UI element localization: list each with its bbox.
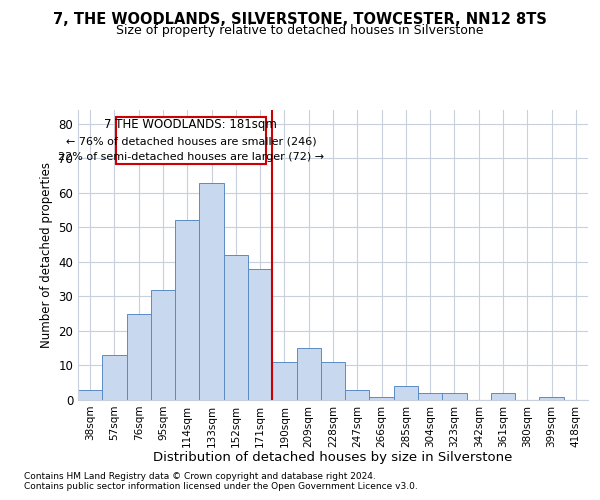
Text: Contains public sector information licensed under the Open Government Licence v3: Contains public sector information licen…	[24, 482, 418, 491]
Text: Contains HM Land Registry data © Crown copyright and database right 2024.: Contains HM Land Registry data © Crown c…	[24, 472, 376, 481]
Bar	[116, 117, 266, 164]
Bar	[224, 255, 248, 400]
Bar	[175, 220, 199, 400]
Y-axis label: Number of detached properties: Number of detached properties	[40, 162, 53, 348]
Bar	[78, 390, 102, 400]
Bar	[296, 348, 321, 400]
Bar	[102, 355, 127, 400]
Bar	[127, 314, 151, 400]
Bar	[151, 290, 175, 400]
Text: ← 76% of detached houses are smaller (246): ← 76% of detached houses are smaller (24…	[65, 137, 316, 147]
Text: 7 THE WOODLANDS: 181sqm: 7 THE WOODLANDS: 181sqm	[104, 118, 277, 131]
Bar	[394, 386, 418, 400]
Bar	[321, 362, 345, 400]
Text: Size of property relative to detached houses in Silverstone: Size of property relative to detached ho…	[116, 24, 484, 37]
Text: 7, THE WOODLANDS, SILVERSTONE, TOWCESTER, NN12 8TS: 7, THE WOODLANDS, SILVERSTONE, TOWCESTER…	[53, 12, 547, 28]
Bar	[442, 393, 467, 400]
Bar	[345, 390, 370, 400]
Text: Distribution of detached houses by size in Silverstone: Distribution of detached houses by size …	[154, 451, 512, 464]
Bar	[370, 396, 394, 400]
Bar	[418, 393, 442, 400]
Bar	[491, 393, 515, 400]
Bar	[248, 269, 272, 400]
Bar	[199, 182, 224, 400]
Text: 22% of semi-detached houses are larger (72) →: 22% of semi-detached houses are larger (…	[58, 152, 324, 162]
Bar	[272, 362, 296, 400]
Bar	[539, 396, 564, 400]
